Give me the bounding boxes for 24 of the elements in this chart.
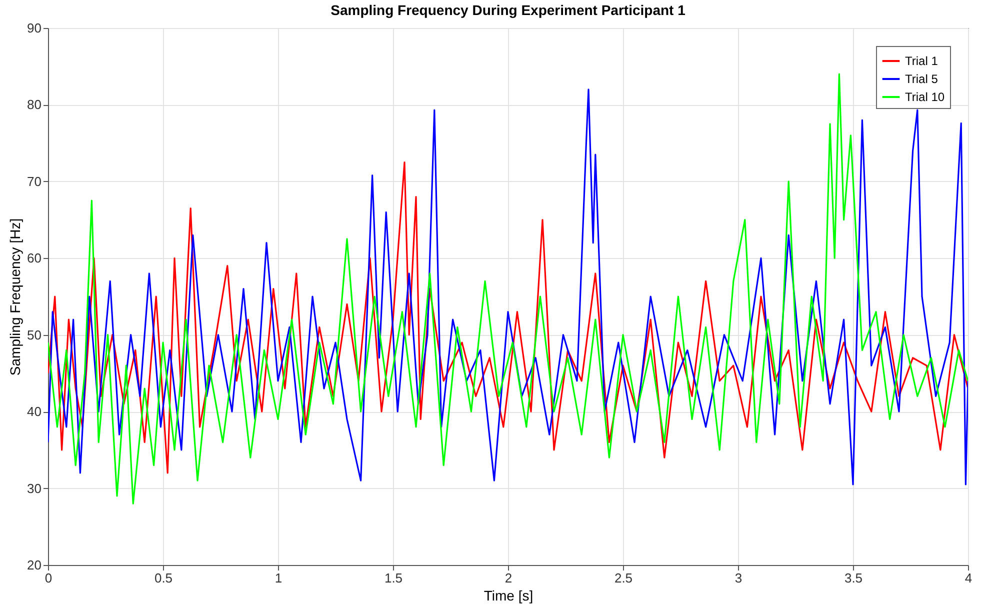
y-axis-title: Sampling Frequency [Hz] xyxy=(7,218,24,376)
x-tick-label: 0 xyxy=(44,570,52,586)
x-tick-label: 1.5 xyxy=(384,570,403,586)
x-tick-label: 4 xyxy=(964,570,972,586)
legend-label: Trial 10 xyxy=(905,90,945,104)
x-axis-title: Time [s] xyxy=(484,588,534,604)
x-tick-label: 3 xyxy=(734,570,742,586)
y-tick-label: 30 xyxy=(27,480,42,496)
chart-title: Sampling Frequency During Experiment Participant 1 xyxy=(330,2,686,18)
y-tick-label: 20 xyxy=(27,558,42,572)
y-tick-label: 80 xyxy=(27,97,42,112)
x-tick-label: 0.5 xyxy=(154,570,173,586)
x-tick-label: 2.5 xyxy=(614,570,633,586)
y-tick-label: 60 xyxy=(27,250,42,266)
y-tick-label: 40 xyxy=(27,404,42,420)
y-tick-label: 70 xyxy=(27,174,42,189)
x-tick-label: 3.5 xyxy=(844,570,863,586)
y-tick-label: 90 xyxy=(27,20,42,36)
line-series xyxy=(48,161,968,474)
legend-label: Trial 1 xyxy=(905,54,938,68)
legend-label: Trial 5 xyxy=(905,72,938,86)
x-tick-label: 1 xyxy=(274,570,282,586)
x-tick-label: 2 xyxy=(504,570,512,586)
y-tick-label: 50 xyxy=(27,327,42,342)
